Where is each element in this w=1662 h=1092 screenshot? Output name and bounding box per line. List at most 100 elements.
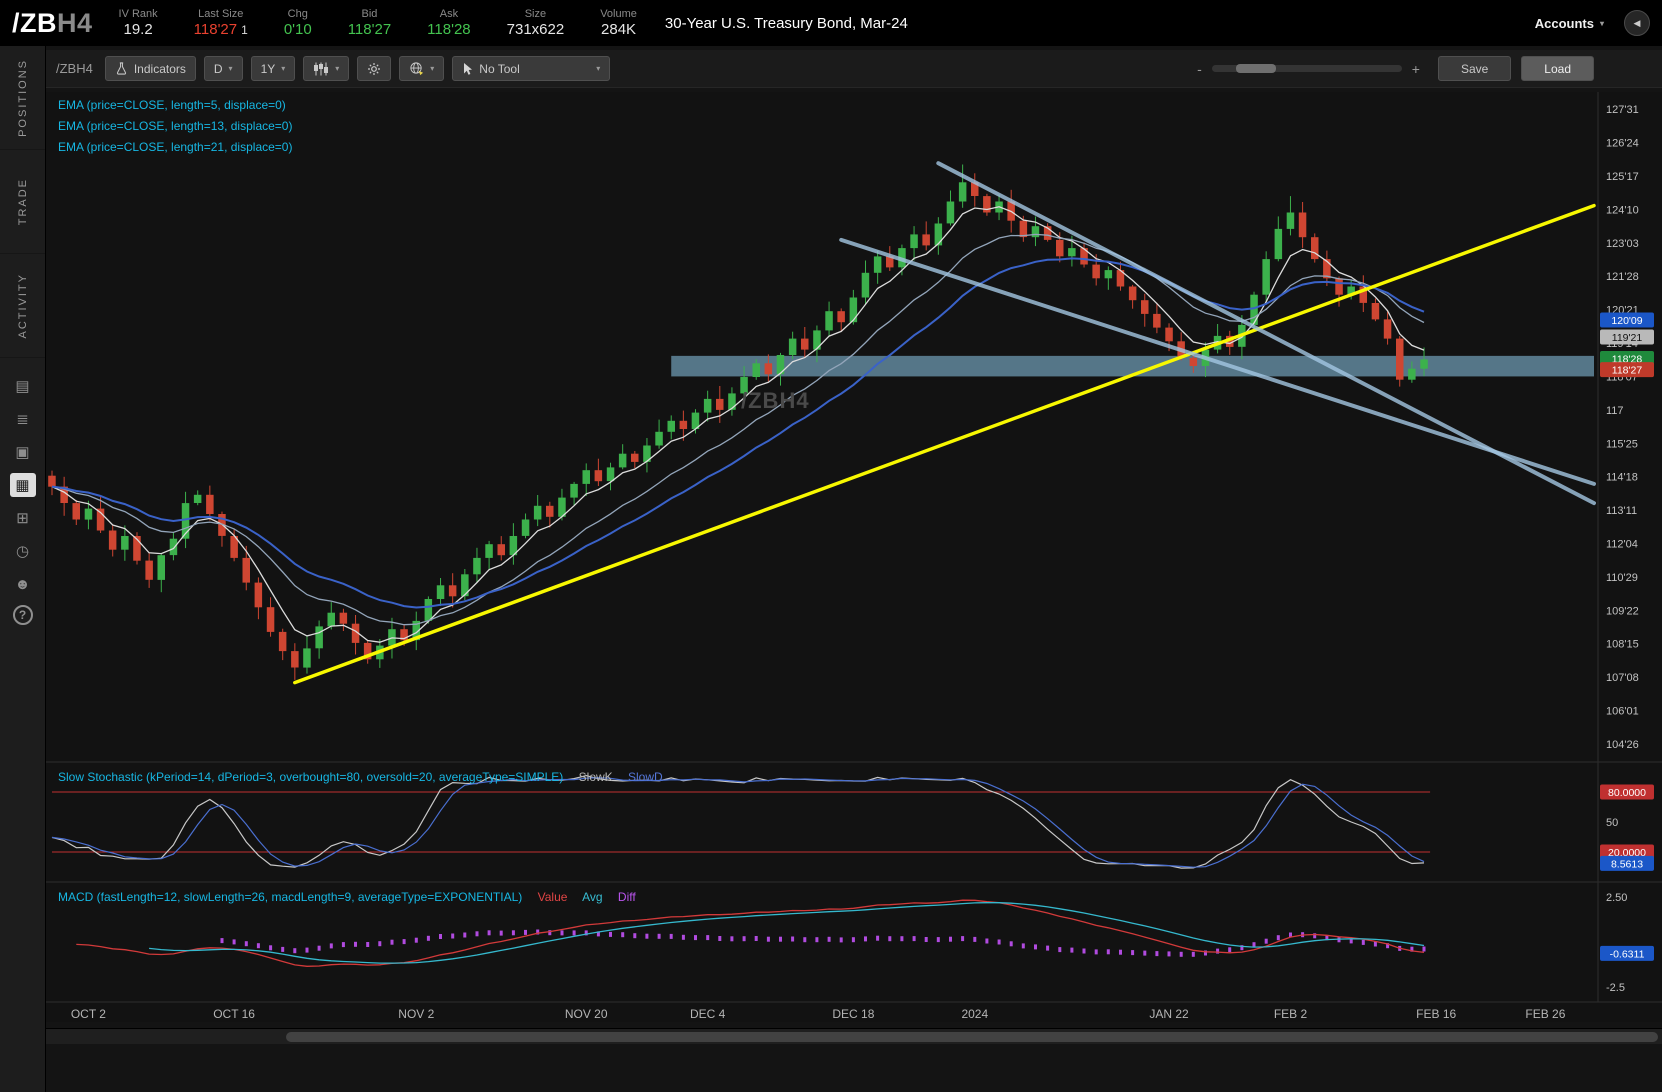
range-value: 1Y <box>260 61 276 76</box>
sidebar-tab-positions[interactable]: POSITIONS <box>0 46 45 150</box>
price-axis-label: 104'26 <box>1606 739 1639 751</box>
axis-bubble-label: -0.6311 <box>1610 948 1645 960</box>
axis-bubble <box>1600 329 1654 345</box>
quote-field-size: Size 731x622 <box>506 8 565 38</box>
stoch-slowd-line <box>51 777 1425 868</box>
quote-field-ask: Ask 118'28 <box>427 8 471 38</box>
symbol-root: /ZB <box>12 7 57 38</box>
zoom-slider-handle[interactable] <box>1235 64 1276 73</box>
calendar-icon[interactable]: ▣ <box>15 444 30 461</box>
price-axis-label: 124'10 <box>1606 204 1639 216</box>
active-tool-dropdown[interactable]: No Tool ▾ <box>452 56 611 81</box>
timeframe-dropdown[interactable]: D ▾ <box>203 56 243 81</box>
chevron-down-icon: ▾ <box>596 64 601 73</box>
axis-bubble <box>1600 362 1654 378</box>
price-axis-label: 106'01 <box>1606 706 1639 718</box>
sidebar-tab-trade[interactable]: TRADE <box>0 150 45 254</box>
x-axis-label: DEC 18 <box>832 1007 874 1021</box>
stoch-axis-label: 50 <box>1606 817 1618 829</box>
price-axis-label: 114'18 <box>1606 472 1638 484</box>
charts-icon[interactable]: ▦ <box>9 473 36 497</box>
candlestick-chart-icon <box>314 62 329 75</box>
candlesticks[interactable] <box>48 164 1428 680</box>
price-axis-label: 117 <box>1606 405 1624 417</box>
price-chart-canvas[interactable]: 127'31 126'24 125'17 124'10 123'03 121'28 120'… <box>46 92 1662 1022</box>
quote-field-last-size: Last Size 118'27 1 <box>193 8 248 38</box>
x-axis-label: NOV 2 <box>398 1007 434 1021</box>
zoom-controls: - + <box>1197 61 1420 77</box>
chart-background[interactable] <box>46 92 1662 1022</box>
list-icon[interactable]: ≣ <box>16 411 29 428</box>
indicators-label: Indicators <box>133 61 186 76</box>
x-axis-label: FEB 2 <box>1274 1007 1308 1021</box>
load-button[interactable]: Load <box>1521 56 1594 81</box>
chart-toolbar: /ZBH4 Indicators D ▾ 1Y ▾ ▾ ▾ No Tool ▾ - <box>46 50 1662 88</box>
range-dropdown[interactable]: 1Y ▾ <box>250 56 296 81</box>
globe-draw-icon <box>410 62 424 76</box>
price-axis-label: 107'08 <box>1606 672 1639 684</box>
price-axis-label: 109'22 <box>1606 605 1639 617</box>
macd-axis-label: 2.50 <box>1606 892 1627 904</box>
active-tool-label: No Tool <box>479 61 520 76</box>
chart-symbol-label: /ZBH4 <box>56 61 93 76</box>
save-button[interactable]: Save <box>1437 56 1512 81</box>
axis-bubble-label: 8.5613 <box>1611 858 1643 870</box>
x-axis-label: OCT 2 <box>71 1007 106 1021</box>
time-scrollbar[interactable] <box>46 1028 1662 1044</box>
axis-bubble <box>1600 784 1654 800</box>
price-axis-label: 108'15 <box>1606 639 1639 651</box>
sidebar-tab-activity[interactable]: ACTIVITY <box>0 254 45 358</box>
x-axis-label: JAN 22 <box>1149 1007 1189 1021</box>
price-axis-label: 125'17 <box>1606 171 1639 183</box>
axis-bubble-label: 118'27 <box>1612 365 1643 377</box>
sidebar-icons: ▤ ≣ ▣ ▦ ⊞ ◷ ☻? <box>0 374 45 625</box>
chart-settings-button[interactable] <box>357 56 392 81</box>
zoom-out-button[interactable]: - <box>1197 60 1202 77</box>
left-sidebar: POSITIONS TRADE ACTIVITY ▤ ≣ ▣ ▦ ⊞ ◷ ☻? <box>0 46 46 1092</box>
axis-bubble <box>1600 312 1654 328</box>
downtrend-line-2[interactable] <box>839 237 1596 486</box>
sidebar-tabs: POSITIONS TRADE ACTIVITY <box>0 46 45 358</box>
axis-bubble <box>1600 945 1654 961</box>
ema-5-line <box>51 206 1425 643</box>
indicators-button[interactable]: Indicators <box>104 56 196 81</box>
accounts-label: Accounts <box>1534 15 1594 31</box>
clock-icon[interactable]: ◷ <box>15 543 30 560</box>
cursor-icon <box>464 62 473 75</box>
chart-type-dropdown[interactable]: ▾ <box>303 56 350 81</box>
accounts-menu[interactable]: Accounts ▾ <box>1535 16 1604 31</box>
uptrend-line[interactable] <box>293 203 1596 685</box>
quote-header: /ZBH4 IV Rank 19.2 Last Size 118'27 1 Chg 0'10… <box>0 0 1662 46</box>
quote-field-bid: Bid 118'27 <box>347 8 392 38</box>
time-scrollbar-thumb[interactable] <box>286 1032 1658 1042</box>
x-axis-label: 2024 <box>961 1007 988 1021</box>
quote-field-volume: Volume 284K <box>600 8 637 38</box>
macd-axis-label: -2.5 <box>1606 982 1625 994</box>
quote-fields: IV Rank 19.2 Last Size 118'27 1 Chg 0'10 Bid 118… <box>119 8 637 38</box>
help-icon[interactable]: ? <box>12 605 33 625</box>
drawing-tools-dropdown[interactable]: ▾ <box>399 56 445 81</box>
price-axis-label: 112'04 <box>1606 539 1638 551</box>
ema-13-line <box>51 233 1425 626</box>
support-zone-band[interactable] <box>671 355 1594 377</box>
collapse-panel-button[interactable]: ◀ <box>1624 10 1650 36</box>
chart-area[interactable]: 127'31 126'24 125'17 124'10 123'03 121'28 120'… <box>46 92 1662 1022</box>
symbol-contract: H4 <box>57 7 93 38</box>
price-axis-label: 126'24 <box>1606 138 1639 150</box>
grid-icon[interactable]: ⊞ <box>16 510 29 527</box>
flask-icon <box>116 62 126 75</box>
report-icon[interactable]: ▤ <box>15 378 30 395</box>
symbol-title: /ZBH4 <box>12 8 93 39</box>
x-axis-label: FEB 26 <box>1525 1007 1565 1021</box>
contacts-icon[interactable]: ☻ <box>14 575 31 593</box>
x-axis-label: FEB 16 <box>1416 1007 1456 1021</box>
zoom-slider[interactable] <box>1211 64 1402 73</box>
quote-field-chg: Chg 0'10 <box>283 8 312 38</box>
chevron-down-icon: ▾ <box>430 64 435 73</box>
zoom-in-button[interactable]: + <box>1411 60 1420 77</box>
chevron-down-icon: ▾ <box>1599 18 1604 28</box>
x-axis-label: NOV 20 <box>565 1007 608 1021</box>
price-axis-label: 110'29 <box>1606 572 1638 584</box>
price-axis-label: 127'31 <box>1606 104 1639 116</box>
x-axis-label: DEC 4 <box>690 1007 726 1021</box>
